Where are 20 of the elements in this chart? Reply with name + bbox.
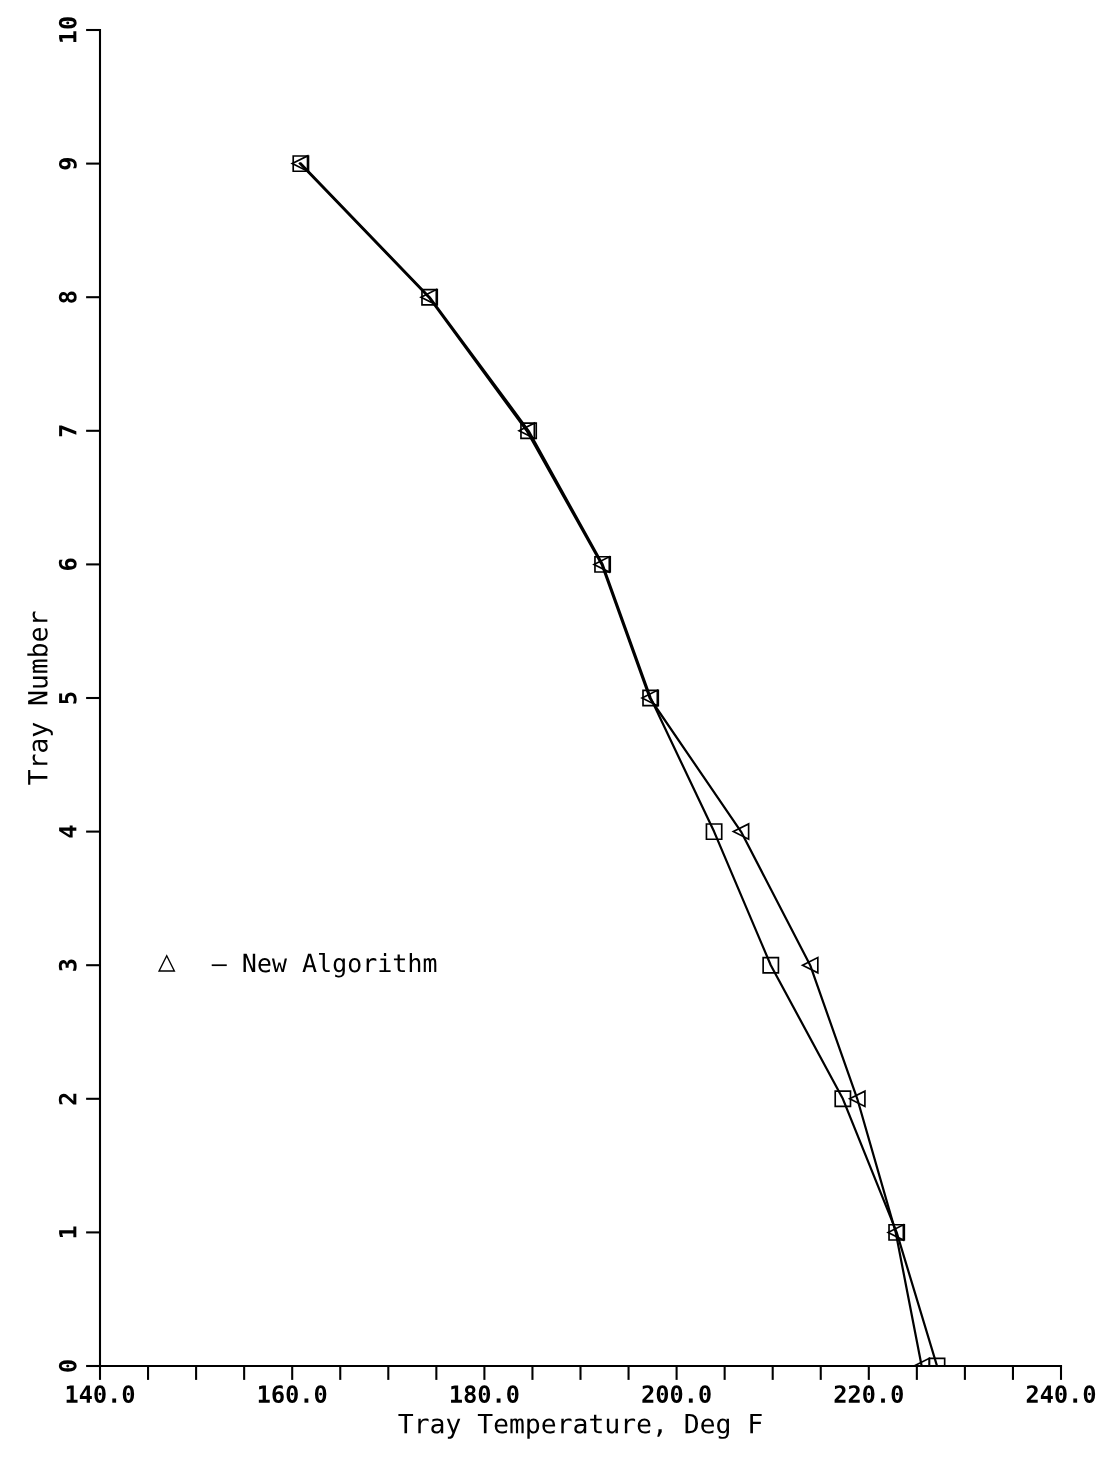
y-axis-title: Tray Number bbox=[27, 611, 53, 785]
y-tick-label: 1 bbox=[59, 1226, 77, 1238]
y-tick-label: 9 bbox=[58, 158, 77, 170]
y-tick-label: 4 bbox=[59, 825, 77, 838]
x-tick-label: 240.0 bbox=[1026, 1385, 1096, 1404]
y-tick-label: 0 bbox=[58, 1360, 77, 1372]
x-tick-label: 200.0 bbox=[642, 1385, 711, 1404]
x-tick-label: 140.0 bbox=[66, 1385, 135, 1404]
y-tick-label: 8 bbox=[58, 291, 77, 303]
y-tick-label: 5 bbox=[59, 692, 77, 704]
x-axis-title: Tray Temperature, Deg F bbox=[398, 1413, 762, 1439]
legend-label: – New Algorithm bbox=[211, 952, 437, 978]
x-tick-label: 180.0 bbox=[451, 1385, 519, 1404]
x-tick-label: 220.0 bbox=[834, 1385, 903, 1404]
y-tick-label: 7 bbox=[59, 425, 77, 437]
x-tick-label: 160.0 bbox=[258, 1385, 327, 1404]
y-tick-label: 2 bbox=[58, 1093, 77, 1105]
y-tick-label: 10 bbox=[58, 17, 77, 43]
y-tick-label: 6 bbox=[58, 558, 77, 570]
y-tick-label: 3 bbox=[58, 959, 77, 971]
